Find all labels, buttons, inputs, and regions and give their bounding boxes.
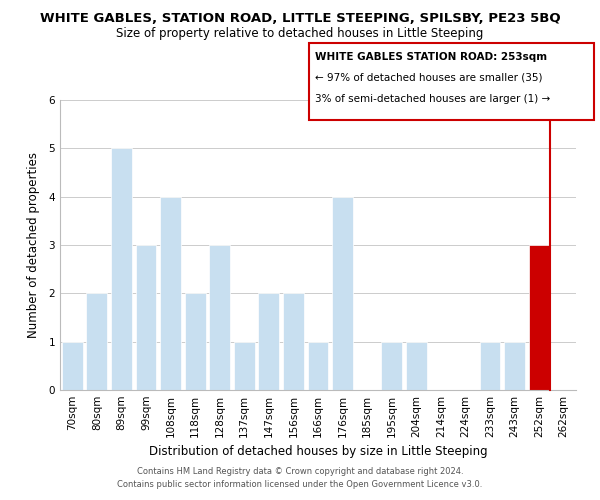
- Bar: [86, 294, 107, 390]
- Bar: [160, 196, 181, 390]
- Bar: [308, 342, 328, 390]
- Bar: [185, 294, 206, 390]
- Bar: [283, 294, 304, 390]
- Text: WHITE GABLES STATION ROAD: 253sqm: WHITE GABLES STATION ROAD: 253sqm: [315, 52, 547, 62]
- Bar: [504, 342, 525, 390]
- Text: Contains HM Land Registry data © Crown copyright and database right 2024.: Contains HM Land Registry data © Crown c…: [137, 467, 463, 476]
- Y-axis label: Number of detached properties: Number of detached properties: [27, 152, 40, 338]
- Bar: [529, 245, 550, 390]
- Bar: [136, 245, 157, 390]
- Bar: [479, 342, 500, 390]
- X-axis label: Distribution of detached houses by size in Little Steeping: Distribution of detached houses by size …: [149, 446, 487, 458]
- Bar: [111, 148, 132, 390]
- Bar: [381, 342, 402, 390]
- Text: Contains public sector information licensed under the Open Government Licence v3: Contains public sector information licen…: [118, 480, 482, 489]
- Bar: [406, 342, 427, 390]
- Text: 3% of semi-detached houses are larger (1) →: 3% of semi-detached houses are larger (1…: [315, 94, 550, 104]
- Bar: [259, 294, 280, 390]
- Bar: [332, 196, 353, 390]
- Bar: [234, 342, 255, 390]
- Bar: [209, 245, 230, 390]
- Text: ← 97% of detached houses are smaller (35): ← 97% of detached houses are smaller (35…: [315, 72, 542, 83]
- Bar: [62, 342, 83, 390]
- Text: WHITE GABLES, STATION ROAD, LITTLE STEEPING, SPILSBY, PE23 5BQ: WHITE GABLES, STATION ROAD, LITTLE STEEP…: [40, 12, 560, 26]
- Text: Size of property relative to detached houses in Little Steeping: Size of property relative to detached ho…: [116, 28, 484, 40]
